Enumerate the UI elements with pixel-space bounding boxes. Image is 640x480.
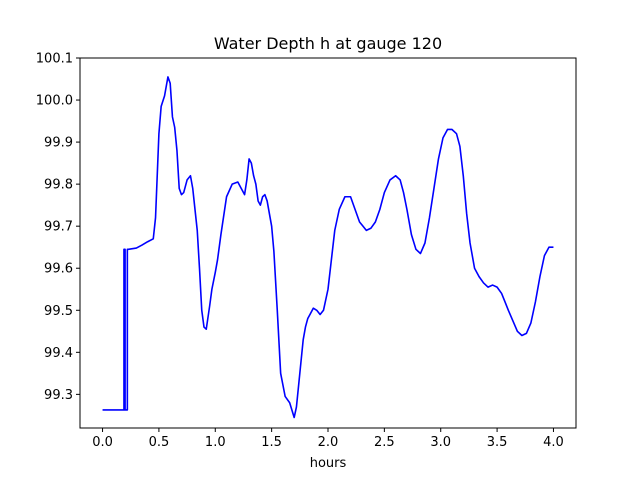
x-tick-label: 1.0 [205,435,226,450]
x-axis-label: hours [310,456,347,471]
x-tick-label: 0.5 [149,435,170,450]
y-tick-label: 100.1 [36,52,73,67]
x-tick-label: 2.0 [318,435,339,450]
plot-area [102,76,554,419]
y-tick-label: 99.8 [44,178,73,193]
x-tick-label: 3.0 [430,435,451,450]
y-tick-label: 99.9 [44,136,73,151]
series-line-0 [102,76,554,419]
y-tick-label: 100.0 [36,94,73,109]
y-tick-label: 99.4 [44,346,73,361]
y-tick-label: 99.5 [44,304,73,319]
y-tick-label: 99.7 [44,220,73,235]
y-tick-label: 99.6 [44,262,73,277]
x-tick-label: 4.0 [543,435,564,450]
axes-frame [79,57,577,429]
x-tick-label: 1.5 [261,435,282,450]
x-tick-label: 3.5 [487,435,508,450]
x-tick-label: 2.5 [374,435,395,450]
x-tick-label: 0.0 [92,435,113,450]
chart-title: Water Depth h at gauge 120 [214,34,442,53]
y-tick-label: 99.3 [44,388,73,403]
axis-ticks: 0.0 0.5 1.0 1.5 2.0 2.5 3.0 3.5 4.0 99.3 99.4 99.5 9… [36,52,564,451]
